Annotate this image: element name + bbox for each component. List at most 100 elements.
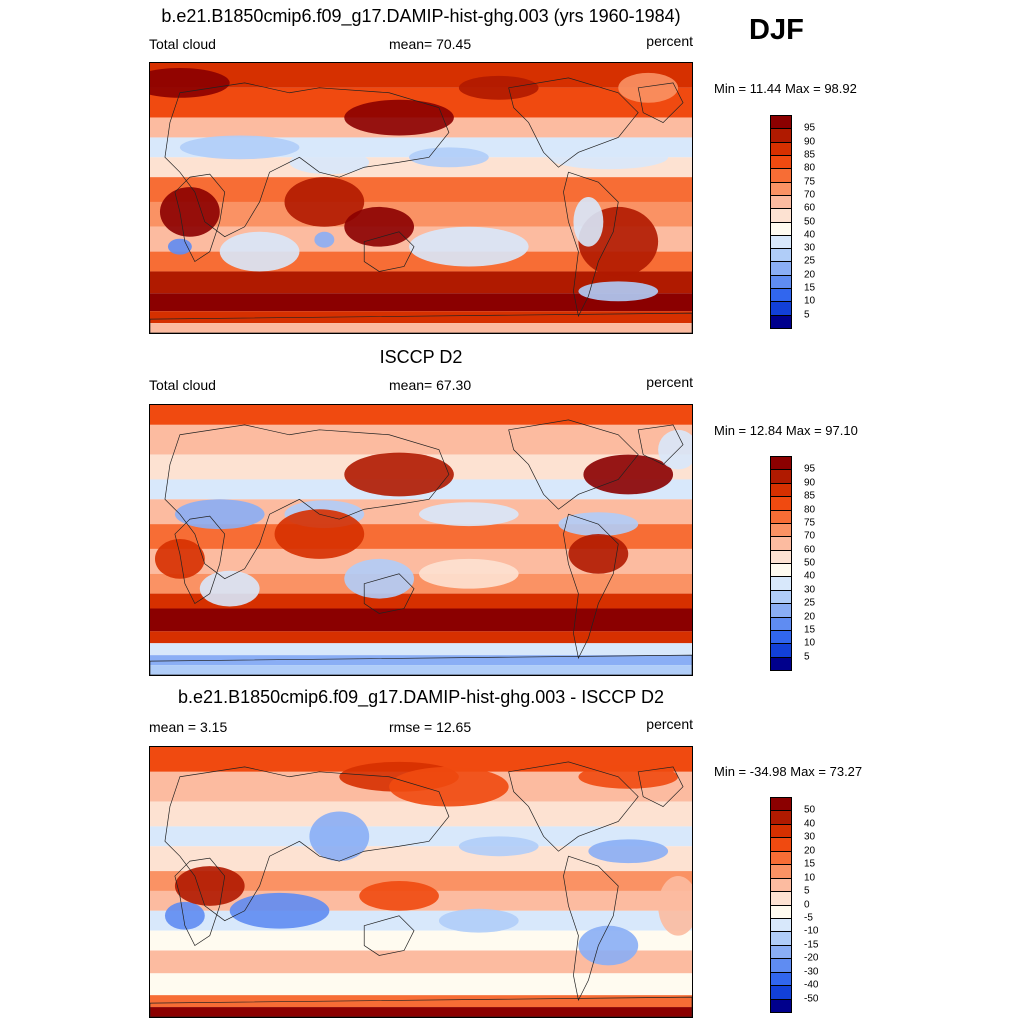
panel-3-units-label: percent <box>646 716 693 732</box>
colorbar-tick-label: 60 <box>804 544 816 556</box>
map-shading-band <box>150 655 692 666</box>
coastline-outline <box>563 855 619 1002</box>
colorbar-swatch <box>770 616 792 631</box>
map-shading-region <box>578 925 639 966</box>
colorbar-tick-label: 0 <box>804 899 810 910</box>
panel-2-title: ISCCP D2 <box>379 347 463 367</box>
colorbar-tick-label: 85 <box>804 149 816 161</box>
colorbar-tick-label: 30 <box>804 242 816 254</box>
colorbar-swatch <box>770 985 792 1000</box>
colorbar-swatch <box>770 589 792 604</box>
map-shading-region <box>284 177 365 227</box>
colorbar-swatch <box>770 208 792 222</box>
map-shading-region <box>179 135 300 160</box>
colorbar-tick-label: 10 <box>804 295 816 307</box>
colorbar-swatch <box>770 456 792 470</box>
colorbar-swatch <box>770 261 792 276</box>
colorbar-swatch <box>770 629 792 644</box>
map-shading-band <box>150 405 692 425</box>
map-shading-region <box>344 99 454 136</box>
colorbar-tick-label: 60 <box>804 202 816 214</box>
panel-2-minmax: Min = 12.84 Max = 97.10 <box>714 423 858 438</box>
colorbar-swatch <box>770 221 792 236</box>
panel-2-map <box>149 404 693 676</box>
map-shading-region <box>164 901 205 930</box>
panel-2-map-field <box>150 405 692 675</box>
map-shading-band <box>150 63 692 88</box>
map-shading-region <box>438 908 519 933</box>
colorbar-tick-label: 5 <box>804 309 810 321</box>
map-shading-region <box>588 839 669 864</box>
colorbar-swatch <box>770 971 792 986</box>
map-shading-region <box>573 197 604 247</box>
map-shading-region <box>419 558 519 589</box>
colorbar-swatch <box>770 115 792 129</box>
colorbar-swatch <box>770 576 792 591</box>
coastline-outline <box>508 419 639 510</box>
colorbar-swatch <box>770 823 792 838</box>
map-shading-band <box>150 293 692 312</box>
map-shading-region <box>314 231 335 248</box>
panel-3-map <box>149 746 693 1018</box>
colorbar-tick-label: 80 <box>804 162 816 174</box>
map-shading-region <box>159 187 220 237</box>
colorbar-swatch <box>770 288 792 302</box>
colorbar-swatch <box>770 877 792 892</box>
map-shading-region <box>458 836 539 857</box>
colorbar-swatch <box>770 168 792 183</box>
map-shading-band <box>150 973 692 996</box>
coastline-outline <box>363 915 415 956</box>
season-label: DJF <box>749 14 804 46</box>
coastline-outline <box>150 312 692 333</box>
map-shading-band <box>150 608 692 632</box>
colorbar-tick-label: 95 <box>804 122 816 134</box>
colorbar-tick-label: -30 <box>804 966 819 978</box>
colorbar-tick-label: -10 <box>804 925 819 937</box>
colorbar-swatch <box>770 536 792 551</box>
map-shading-band <box>150 643 692 656</box>
panel-1-variable-label: Total cloud <box>149 36 216 52</box>
colorbar-swatch <box>770 181 792 196</box>
map-shading-band <box>150 801 692 827</box>
colorbar-swatch <box>770 141 792 156</box>
map-shading-region <box>658 876 692 936</box>
panel-2-colorbar: 95 90 85 80 75 70 60 50 40 30 25 20 15 10 5 <box>770 456 815 671</box>
colorbar-swatch <box>770 850 792 865</box>
colorbar-tick-label: -40 <box>804 979 819 991</box>
colorbar-tick-label: 40 <box>804 570 816 582</box>
map-shading-region <box>618 72 679 103</box>
map-shading-band <box>150 631 692 644</box>
map-shading-region <box>274 509 365 559</box>
panel-2-variable-label: Total cloud <box>149 377 216 393</box>
coastline-outline <box>637 424 684 465</box>
colorbar-tick-label: 25 <box>804 255 816 267</box>
colorbar-tick-label: 90 <box>804 477 816 489</box>
map-shading-region <box>583 454 674 495</box>
map-shading-region <box>458 75 539 100</box>
coastline-outline <box>563 171 619 318</box>
coastline-outline <box>150 996 692 1017</box>
colorbar-tick-label: 40 <box>804 229 816 241</box>
map-shading-band <box>150 826 692 847</box>
colorbar-tick-label: 70 <box>804 189 816 201</box>
colorbar-tick-label: 80 <box>804 504 816 515</box>
colorbar-swatch <box>770 656 792 671</box>
coastline-outline <box>174 173 226 263</box>
colorbar-tick-label: 85 <box>804 490 816 502</box>
map-shading-region <box>154 539 205 579</box>
map-shading-band <box>150 177 692 202</box>
map-shading-region <box>568 534 629 574</box>
panel-3-colorbar: 50 40 30 20 15 10 5 0 -5 -10 -15 -20 -30 -40 -50 <box>770 797 818 1013</box>
map-shading-band <box>150 1007 692 1017</box>
colorbar-tick-label: 50 <box>804 804 816 816</box>
map-shading-region <box>167 238 192 255</box>
colorbar-tick-label: 50 <box>804 216 816 227</box>
colorbar-tick-label: 10 <box>804 637 816 649</box>
map-shading-band <box>150 665 692 675</box>
map-shading-region <box>409 147 489 168</box>
panel-1-map <box>149 62 693 334</box>
panel-1-mean-label: mean= 70.45 <box>389 36 472 52</box>
colorbar-swatch <box>770 931 792 946</box>
panel-3-mean-label: mean = 3.15 <box>149 719 228 735</box>
colorbar-swatch <box>770 917 792 932</box>
